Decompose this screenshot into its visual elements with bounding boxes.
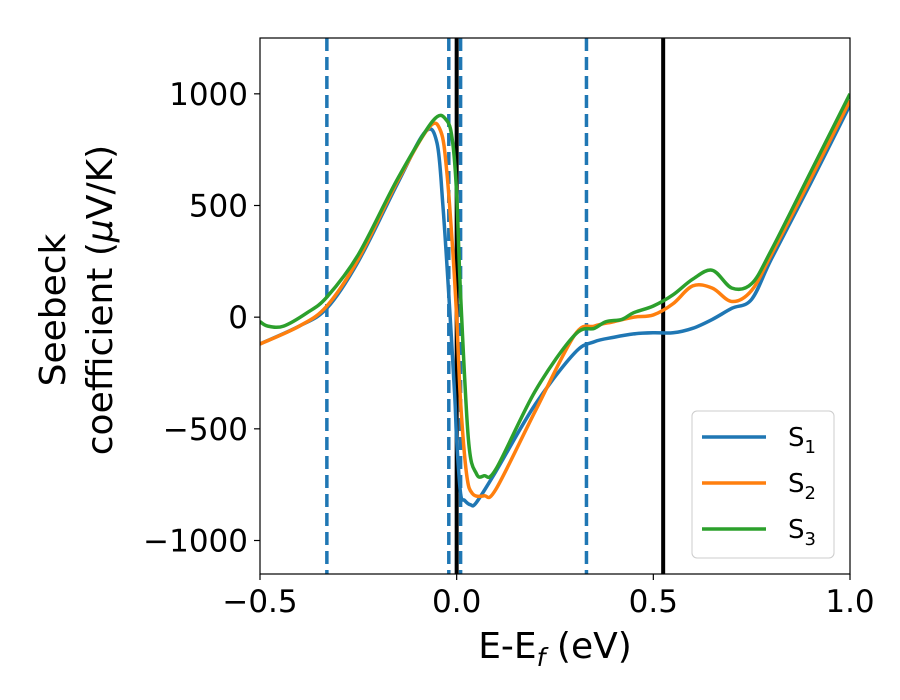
- y-tick-label: −1000: [143, 524, 248, 560]
- legend-label-s3: S3: [788, 515, 816, 550]
- y-axis: −1000 −500 0 500 1000: [143, 77, 260, 560]
- y-tick-label: 1000: [169, 77, 248, 113]
- series-lines: [260, 93, 850, 508]
- y-tick-label: 500: [189, 189, 248, 225]
- series-line-s3: [260, 93, 850, 480]
- y-axis-title-text: coefficient (: [80, 242, 121, 455]
- x-tick-label: 0.5: [629, 584, 678, 620]
- y-axis-title-mu: μ: [80, 219, 121, 243]
- y-tick-label: −500: [163, 412, 248, 448]
- plot-frame: [259, 37, 851, 575]
- x-axis-title-main: E-E: [478, 626, 536, 667]
- x-axis-title-unit: (eV): [545, 626, 631, 667]
- y-axis-title-unit: V/K): [80, 145, 121, 219]
- x-axis: −0.5 0.0 0.5 1.0: [222, 574, 875, 620]
- y-tick-label: 0: [228, 300, 248, 336]
- x-axis-title: E-Ef (eV): [478, 626, 632, 672]
- x-tick-label: 1.0: [825, 584, 874, 620]
- y-axis-title-line2: coefficient (μV/K): [80, 145, 121, 455]
- x-tick-label: −0.5: [222, 584, 297, 620]
- legend: S1 S2 S3: [691, 410, 835, 559]
- y-axis-title-line1: Seebeck: [33, 233, 74, 386]
- legend-label-s2: S2: [788, 469, 816, 504]
- x-tick-label: 0.0: [432, 584, 481, 620]
- legend-label-s1: S1: [788, 423, 816, 458]
- y-axis-title: Seebeck coefficient (μV/K): [33, 145, 121, 455]
